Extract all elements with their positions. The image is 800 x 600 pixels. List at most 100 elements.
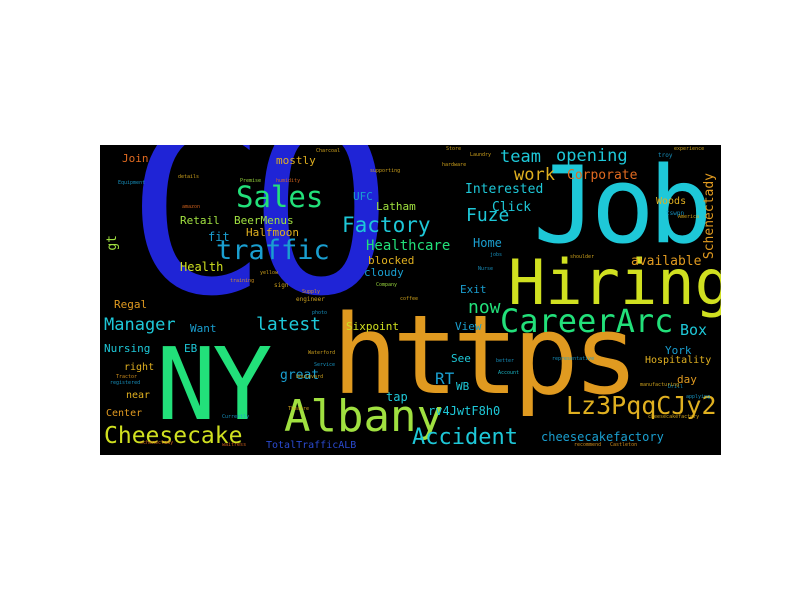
word-great: great xyxy=(280,368,320,383)
word-store: Store xyxy=(446,146,462,152)
word-rt: RT xyxy=(435,369,455,388)
word-box: Box xyxy=(680,321,708,339)
word-nursing: Nursing xyxy=(104,342,151,355)
word-opening: opening xyxy=(556,146,628,166)
word-schenectady-small: schenectady xyxy=(140,440,174,446)
word-work: work xyxy=(514,165,555,185)
word-wb: WB xyxy=(456,380,470,393)
word-representative: representative xyxy=(552,356,595,362)
word-currently: Currently xyxy=(222,414,250,420)
word-tractor: Tractor xyxy=(116,374,138,380)
word-manufacturing: manufacturing xyxy=(640,382,680,388)
word-hospitality: Hospitality xyxy=(645,355,712,366)
word-health: Health xyxy=(180,260,224,274)
word-woods: Woods xyxy=(656,196,687,207)
word-yellow: yellow xyxy=(260,270,279,276)
word-center: Center xyxy=(106,408,143,419)
word-shoulder: shoulder xyxy=(570,254,595,260)
word-equipment: Equipment xyxy=(118,180,146,186)
word-https: https xyxy=(332,291,639,419)
word-cloudy: cloudy xyxy=(364,266,404,279)
word-halfmoon: Halfmoon xyxy=(246,226,299,239)
word-join: Join xyxy=(122,152,149,165)
word-see: See xyxy=(451,352,471,365)
word-fuze: Fuze xyxy=(466,205,510,226)
word-supporting: supporting xyxy=(370,168,401,174)
word-want: Want xyxy=(190,322,217,335)
word-cheesecake: Cheesecake xyxy=(104,423,243,449)
word-laundry: Laundry xyxy=(470,152,492,158)
word-mostly: mostly xyxy=(276,154,316,167)
word-amazon: amazon xyxy=(182,204,201,210)
word-coffee: coffee xyxy=(400,296,419,302)
word-regal: Regal xyxy=(114,298,148,311)
word-exit: Exit xyxy=(460,283,487,296)
word-troy: troy xyxy=(658,152,673,159)
word-now: now xyxy=(468,297,501,318)
word-retail: Retail xyxy=(180,214,220,227)
word-team: team xyxy=(500,147,541,167)
word-nurse: Nurse xyxy=(478,266,494,272)
word-job: Job xyxy=(533,145,712,267)
word-fit: fit xyxy=(208,230,230,244)
word-theatre: Theatre xyxy=(288,406,310,412)
word-eb: EB xyxy=(184,342,198,355)
word-careerarc: CareerArc xyxy=(500,302,674,340)
word-engineer: engineer xyxy=(296,296,325,303)
word-interested: Interested xyxy=(465,182,544,197)
word-hiring: Hiring xyxy=(508,246,721,319)
word-cheesecakefactory: cheesecakefactory xyxy=(541,430,664,444)
word-service: Service xyxy=(314,362,336,368)
word-ufc: UFC xyxy=(353,190,373,203)
word-charcoal: Charcoal xyxy=(316,148,341,154)
word-applying: applying xyxy=(686,394,711,400)
word-hardware: hardware xyxy=(442,162,467,168)
word-cloud: CO Job Hiring https NY Albany CareerArc … xyxy=(100,145,721,455)
word-manager: Manager xyxy=(104,315,176,335)
word-right: right xyxy=(124,362,155,373)
word-ny: NY xyxy=(156,326,272,443)
word-sign: sign xyxy=(274,282,289,289)
word-america: America xyxy=(678,214,700,220)
word-view: View xyxy=(455,320,482,333)
word-tswpn: tswpn xyxy=(666,210,685,217)
word-details: details xyxy=(178,174,200,180)
word-near: near xyxy=(126,390,151,401)
word-co: CO xyxy=(126,145,392,348)
word-totaltrafficalb: TotalTrafficALB xyxy=(266,440,357,451)
word-training: training xyxy=(230,278,255,284)
word-photo: photo xyxy=(312,310,328,316)
word-tap: tap xyxy=(386,390,408,404)
word-lz3: Lz3PqqCJy2 xyxy=(566,391,717,420)
word-account: Account xyxy=(498,370,520,376)
word-schenectady: Schenectady xyxy=(702,173,717,260)
word-company: Company xyxy=(376,282,398,288)
word-beermenus: BeerMenus xyxy=(234,214,294,227)
word-drill: Drill xyxy=(668,384,684,390)
word-accident: Accident xyxy=(412,425,518,450)
word-available: available xyxy=(631,254,702,269)
word-latham: Latham xyxy=(376,200,416,213)
word-premise: Premise xyxy=(240,178,262,184)
word-humidity: humidity xyxy=(276,178,301,184)
word-traffic: traffic xyxy=(216,235,330,266)
word-better: better xyxy=(496,358,515,364)
word-albany: Albany xyxy=(284,391,443,442)
word-supply: Supply xyxy=(302,289,321,295)
word-registered: registered xyxy=(110,380,141,386)
word-boulevard: boulevard xyxy=(296,374,324,380)
word-corporate: Corporate xyxy=(567,168,638,183)
word-experience: experience xyxy=(674,146,705,152)
word-click: Click xyxy=(492,200,532,215)
word-waterford: Waterford xyxy=(308,350,336,356)
word-castleton: Castleton xyxy=(610,442,638,448)
word-jobs: jobs xyxy=(490,252,503,258)
word-recommend: recommend xyxy=(574,442,602,448)
word-healthcare: Healthcare xyxy=(366,238,451,254)
word-day: day xyxy=(677,373,697,386)
word-york: York xyxy=(665,344,692,357)
word-sales: Sales xyxy=(236,180,324,214)
word-home: Home xyxy=(473,236,502,250)
word-cheesecakefactory-small: cheesecakefactory xyxy=(648,414,700,420)
word-blocked: blocked xyxy=(368,254,415,267)
